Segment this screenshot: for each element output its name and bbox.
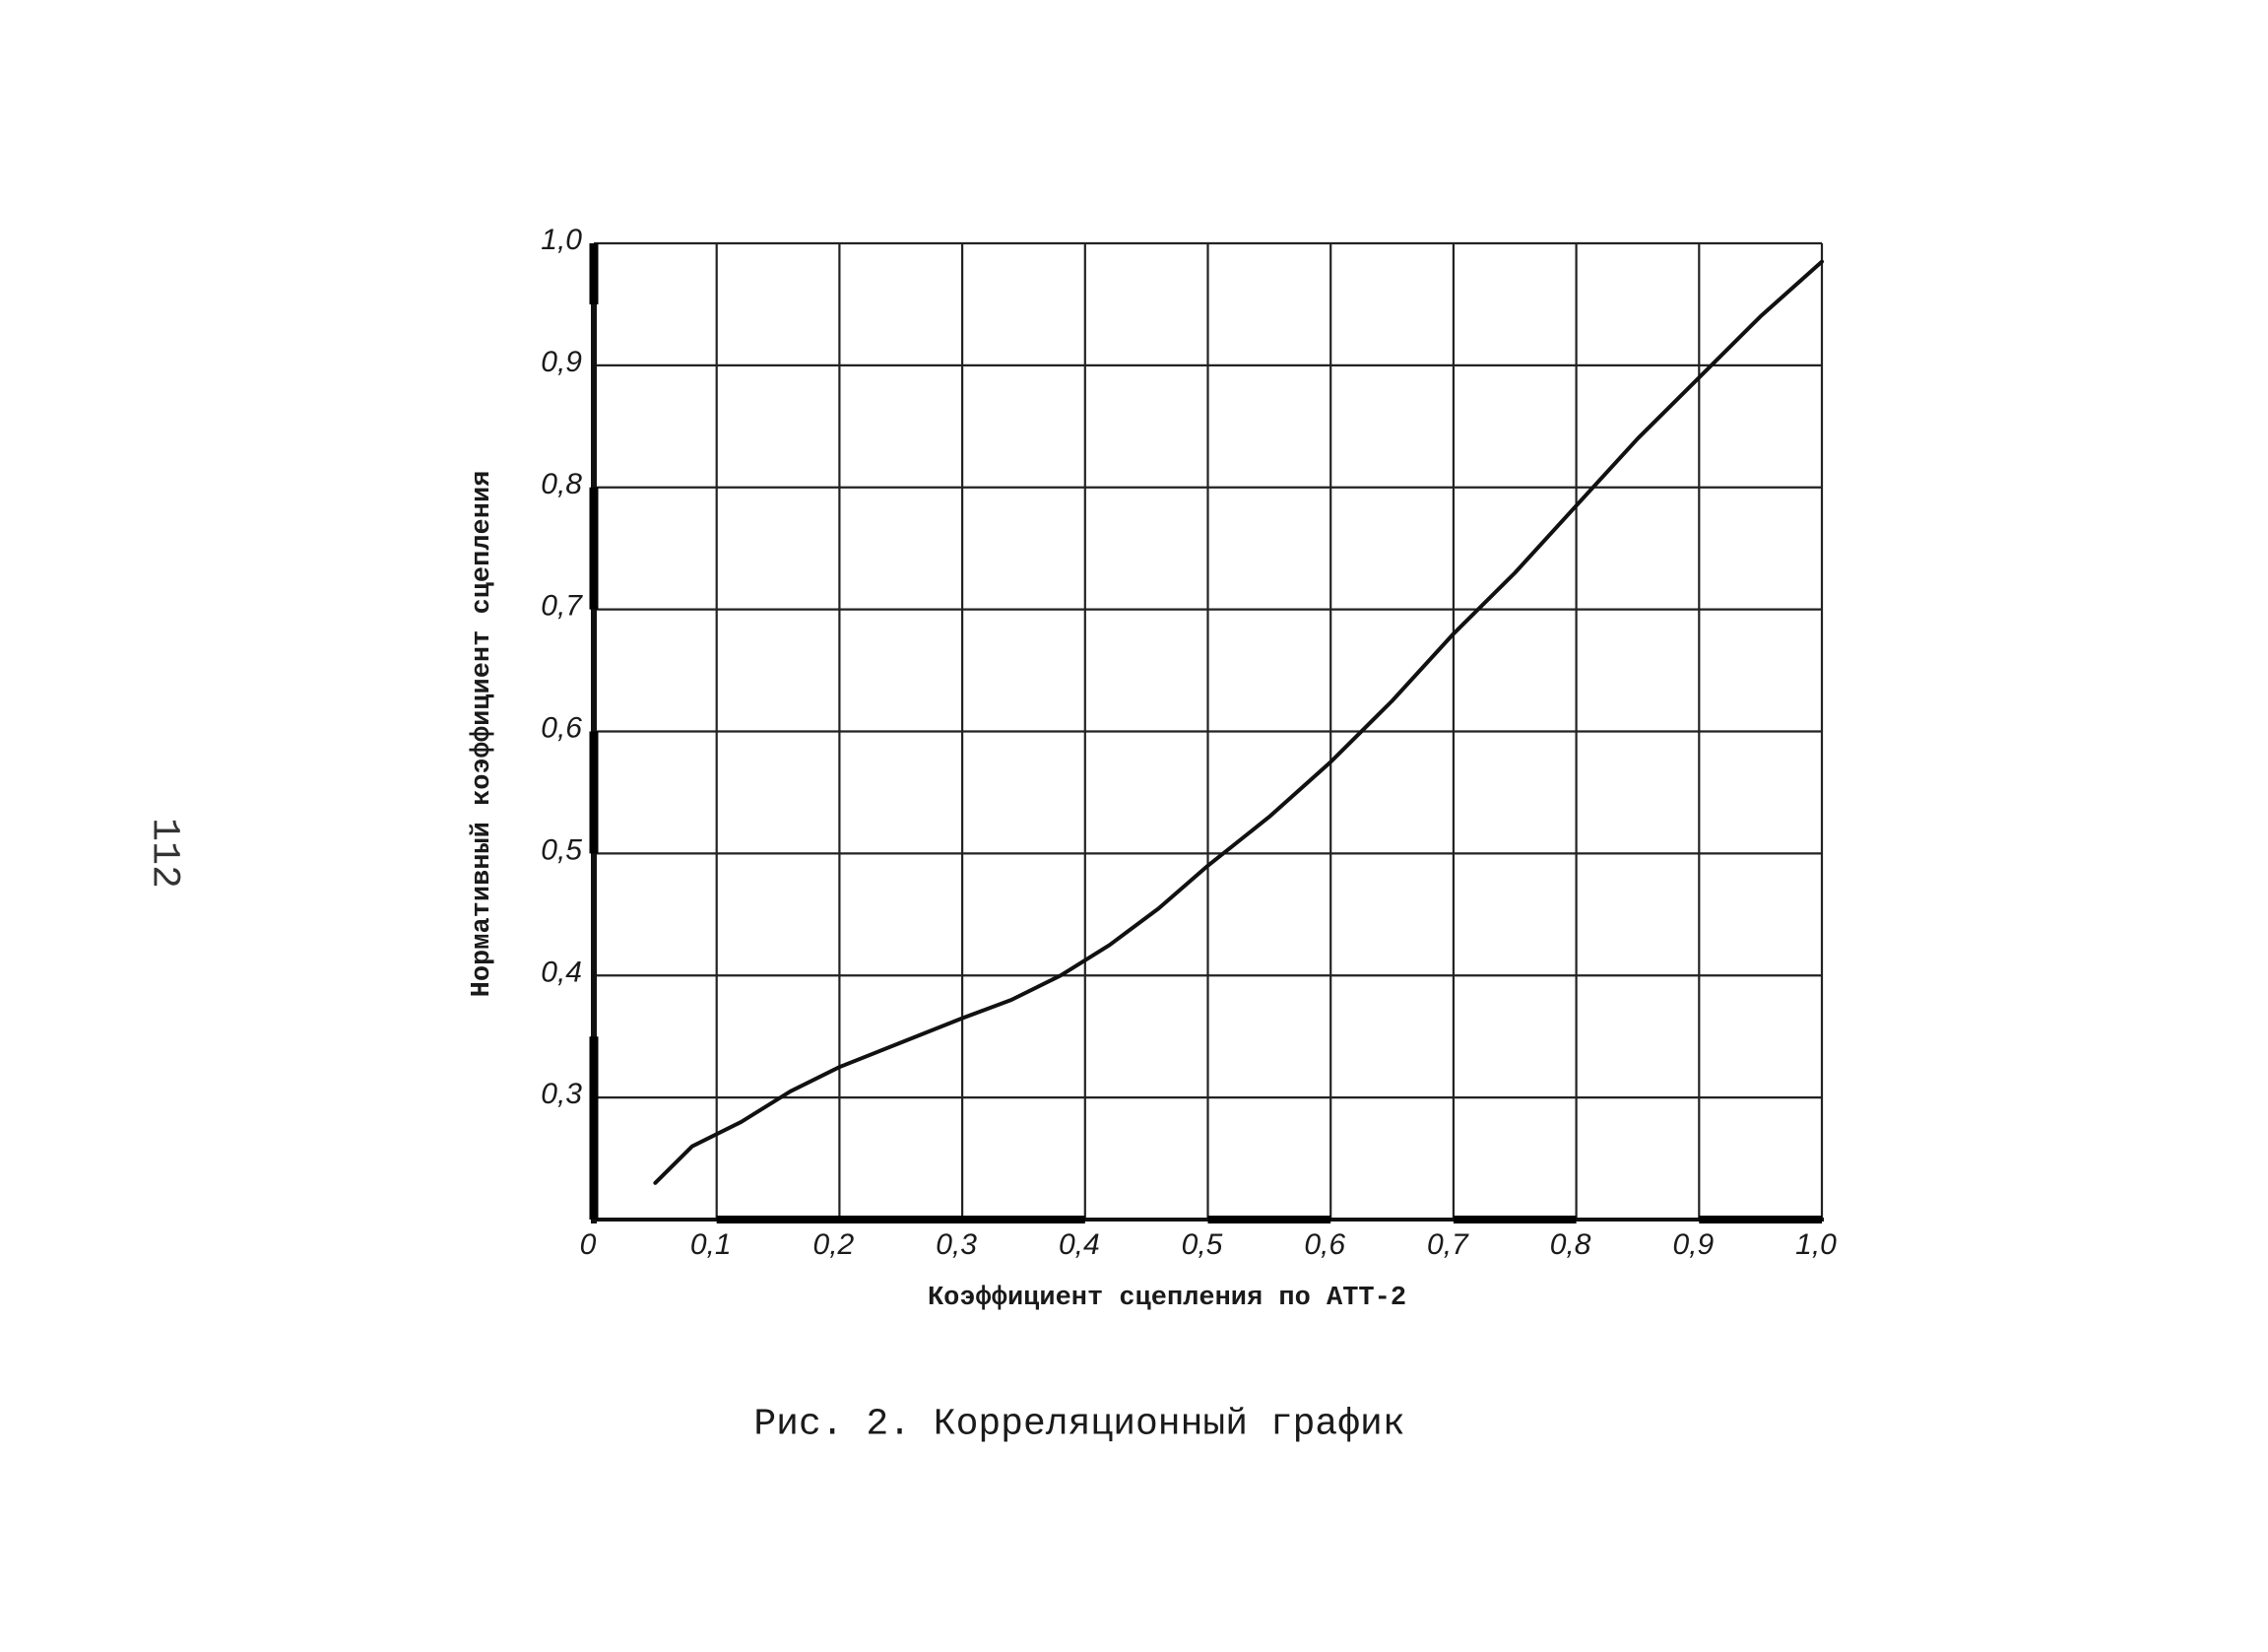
x-tick-label: 0,7: [1427, 1228, 1469, 1261]
x-tick-label: 0,9: [1672, 1228, 1714, 1261]
x-tick-label: 0,4: [1059, 1228, 1100, 1261]
x-tick-label: 0,6: [1304, 1228, 1345, 1261]
x-tick-label: 0: [580, 1228, 597, 1261]
y-tick-labels: 0,3 0,4 0,5 0,6 0,7 0,8 0,9 1,0: [541, 224, 583, 1110]
y-tick-label: 0,6: [541, 712, 582, 745]
grid-lines: [594, 241, 1824, 1220]
y-tick-label: 0,4: [541, 956, 582, 988]
x-tick-label: 0,8: [1550, 1228, 1591, 1261]
y-tick-label: 1,0: [541, 224, 582, 256]
y-tick-label: 0,7: [541, 590, 583, 623]
x-tick-label: 0,2: [813, 1228, 855, 1261]
axes: [589, 243, 1824, 1223]
y-tick-label: 0,3: [541, 1078, 582, 1110]
y-tick-label: 0,9: [541, 346, 582, 378]
correlation-curve: [653, 259, 1824, 1185]
x-tick-label: 0,3: [936, 1228, 977, 1261]
page-number: 112: [141, 817, 186, 890]
y-tick-label: 0,5: [541, 833, 582, 866]
data-series: [653, 259, 1824, 1185]
figure-caption: Рис. 2. Корреляционный график: [753, 1403, 1405, 1446]
x-tick-label: 0,5: [1182, 1228, 1223, 1261]
y-axis-label: Нормативный коэффициент сцепления: [468, 470, 497, 998]
x-axis-label: Коэффициент сцепления по АТТ-2: [927, 1284, 1407, 1313]
x-tick-labels: 0 0,1 0,2 0,3 0,4 0,5 0,6 0,7 0,8 0,9 1,0: [580, 1228, 1838, 1261]
x-tick-label: 1,0: [1795, 1228, 1837, 1261]
x-tick-label: 0,1: [690, 1228, 732, 1261]
y-tick-label: 0,8: [541, 468, 582, 500]
